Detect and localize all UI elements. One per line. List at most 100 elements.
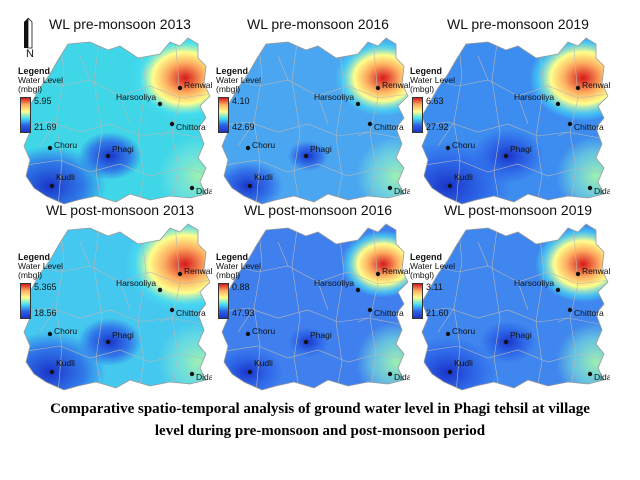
village-marker-kudli bbox=[49, 369, 55, 375]
panel-title: WL pre-monsoon 2019 bbox=[447, 16, 589, 32]
legend-min-value: 18.56 bbox=[34, 308, 57, 318]
village-label-chittora: Chittora bbox=[176, 308, 206, 318]
tehsil-boundary bbox=[221, 37, 409, 205]
village-marker-harsooliya bbox=[355, 101, 361, 107]
village-label-didawata: Didawata bbox=[394, 372, 410, 382]
village-boundary bbox=[222, 159, 408, 177]
legend-subtitle: Water Level bbox=[410, 261, 456, 271]
legend-title: Legend bbox=[410, 66, 443, 76]
tehsil-boundary bbox=[421, 37, 609, 205]
village-label-phagi: Phagi bbox=[310, 330, 332, 340]
map-panel-5: WL post-monsoon 2016 Renwal Harsooliya Chit… bbox=[216, 202, 418, 397]
village-boundary bbox=[171, 38, 181, 204]
legend-units: (mbgl) bbox=[18, 270, 43, 280]
village-label-chittora: Chittora bbox=[176, 122, 206, 132]
legend-units: (mbgl) bbox=[410, 84, 435, 94]
village-label-didawata: Didawata bbox=[196, 186, 212, 196]
village-label-choru: Choru bbox=[252, 326, 275, 336]
village-boundary bbox=[437, 55, 569, 147]
village-label-harsooliya: Harsooliya bbox=[116, 92, 156, 102]
water-level-map: Renwal Harsooliya Chittora Choru Phagi Kudli D… bbox=[23, 223, 212, 391]
legend-min-value: 42.69 bbox=[232, 122, 255, 132]
village-label-didawata: Didawata bbox=[394, 186, 410, 196]
moderate-water-zone bbox=[356, 136, 408, 204]
village-label-phagi: Phagi bbox=[112, 330, 134, 340]
water-level-map: Renwal Harsooliya Chittora Choru Phagi Kudli D… bbox=[421, 223, 610, 391]
village-label-choru: Choru bbox=[252, 140, 275, 150]
legend-color-ramp bbox=[20, 97, 31, 133]
village-marker-renwal bbox=[575, 271, 581, 277]
village-marker-chittora bbox=[367, 307, 373, 313]
village-boundary bbox=[291, 224, 301, 390]
village-marker-renwal bbox=[177, 85, 183, 91]
legend-max-value: 6.63 bbox=[426, 96, 444, 106]
map-legend: Legend Water Level (mbgl) 5.95 21.69 bbox=[18, 66, 74, 136]
village-boundary bbox=[137, 224, 147, 390]
legend-min-value: 27.92 bbox=[426, 122, 449, 132]
village-label-renwal: Renwal bbox=[184, 266, 212, 276]
village-boundary bbox=[569, 38, 579, 204]
shallow-water-zone bbox=[529, 38, 608, 122]
legend-max-value: 5.95 bbox=[34, 96, 52, 106]
village-marker-phagi bbox=[503, 153, 509, 159]
legend-units: (mbgl) bbox=[216, 84, 241, 94]
legend-color-ramp bbox=[412, 97, 423, 133]
village-marker-harsooliya bbox=[355, 287, 361, 293]
village-boundary bbox=[237, 241, 369, 333]
legend-units: (mbgl) bbox=[18, 84, 43, 94]
village-marker-choru bbox=[445, 145, 451, 151]
legend-subtitle: Water Level bbox=[216, 261, 262, 271]
water-level-map: Renwal Harsooliya Chittora Choru Phagi Kudli D… bbox=[221, 37, 410, 205]
legend-color-ramp bbox=[218, 97, 229, 133]
village-boundary bbox=[335, 38, 345, 204]
village-boundary bbox=[491, 224, 501, 390]
village-boundary bbox=[24, 345, 210, 363]
map-legend: Legend Water Level (mbgl) 5.365 18.56 bbox=[18, 252, 74, 322]
village-boundary bbox=[569, 224, 579, 390]
legend-title: Legend bbox=[18, 252, 51, 262]
village-boundary bbox=[535, 38, 545, 204]
panel-title: WL pre-monsoon 2016 bbox=[247, 16, 389, 32]
village-marker-phagi bbox=[303, 339, 309, 345]
legend-subtitle: Water Level bbox=[18, 75, 64, 85]
village-boundary bbox=[535, 224, 545, 390]
village-label-chittora: Chittora bbox=[374, 122, 404, 132]
map-panel-4: WL post-monsoon 2013 Renwal Harsooliya Chit… bbox=[18, 202, 220, 397]
village-marker-chittora bbox=[169, 307, 175, 313]
village-boundary bbox=[39, 55, 171, 147]
village-boundary bbox=[422, 345, 608, 363]
tehsil-boundary bbox=[221, 223, 409, 391]
village-marker-kudli bbox=[447, 369, 453, 375]
village-marker-kudli bbox=[247, 369, 253, 375]
legend-title: Legend bbox=[216, 252, 249, 262]
village-marker-didawata bbox=[587, 185, 593, 191]
legend-units: (mbgl) bbox=[410, 270, 435, 280]
village-marker-chittora bbox=[567, 121, 573, 127]
village-label-kudli: Kudli bbox=[254, 172, 273, 182]
moderate-water-zone bbox=[158, 322, 210, 390]
legend-subtitle: Water Level bbox=[410, 75, 456, 85]
water-level-map: Renwal Harsooliya Chittora Choru Phagi Kudli D… bbox=[23, 37, 212, 205]
map-panel-1: WL pre-monsoon 2013 Renwal Harsooliya Chitt… bbox=[18, 16, 220, 211]
village-marker-harsooliya bbox=[555, 287, 561, 293]
caption-line-2: level during pre-monsoon and post-monsoo… bbox=[154, 423, 486, 439]
village-boundary bbox=[137, 38, 147, 204]
legend-color-ramp bbox=[20, 283, 31, 319]
map-legend: Legend Water Level (mbgl) 3.11 21.60 bbox=[410, 252, 466, 322]
caption-line-1: Comparative spatio-temporal analysis of … bbox=[50, 401, 590, 417]
village-boundary bbox=[369, 224, 379, 390]
water-level-map: Renwal Harsooliya Chittora Choru Phagi Kudli D… bbox=[421, 37, 610, 205]
legend-min-value: 47.93 bbox=[232, 308, 255, 318]
village-label-kudli: Kudli bbox=[254, 358, 273, 368]
village-label-didawata: Didawata bbox=[594, 186, 610, 196]
village-marker-didawata bbox=[189, 185, 195, 191]
village-marker-harsooliya bbox=[157, 287, 163, 293]
village-label-harsooliya: Harsooliya bbox=[116, 278, 156, 288]
village-label-phagi: Phagi bbox=[310, 144, 332, 154]
tehsil-boundary bbox=[421, 223, 609, 391]
legend-title: Legend bbox=[18, 66, 51, 76]
village-label-renwal: Renwal bbox=[184, 80, 212, 90]
village-marker-phagi bbox=[303, 153, 309, 159]
map-legend: Legend Water Level (mbgl) 4.10 42.69 bbox=[216, 66, 272, 136]
legend-title: Legend bbox=[216, 66, 249, 76]
